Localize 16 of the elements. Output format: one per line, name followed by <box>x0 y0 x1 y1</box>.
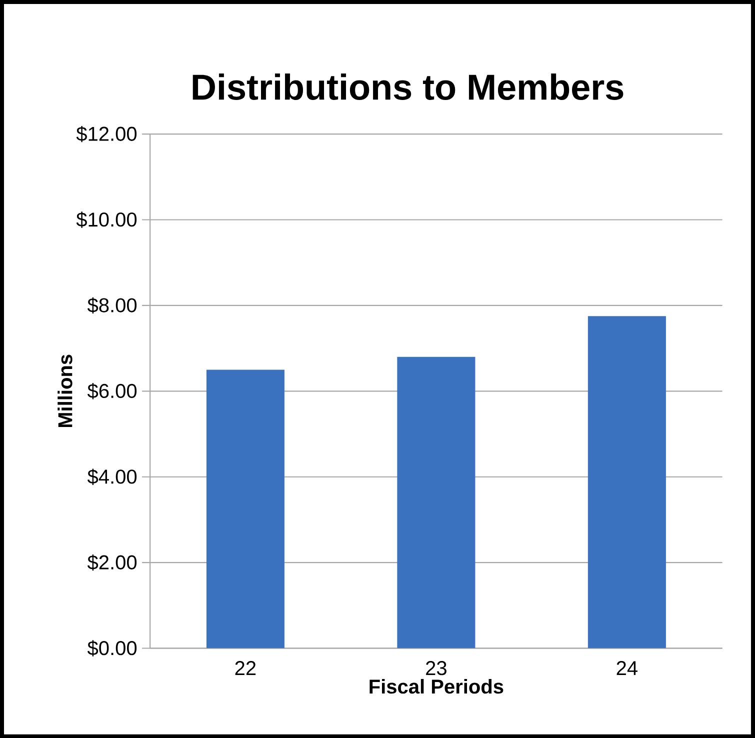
y-tick-label: $4.00 <box>87 468 137 485</box>
y-axis-title: Millions <box>58 354 72 427</box>
y-tick-label: $8.00 <box>87 297 137 314</box>
y-tick-label: $6.00 <box>87 382 137 400</box>
bar <box>397 356 476 648</box>
bar <box>588 316 666 648</box>
x-tick-label: 24 <box>616 660 638 675</box>
x-axis-title: Fiscal Periods <box>370 678 504 694</box>
chart-title: Distributions to Members <box>192 73 624 100</box>
y-tick-label: $12.00 <box>76 126 137 142</box>
x-tick-label: 23 <box>426 660 446 675</box>
y-tick-label: $10.00 <box>76 211 137 228</box>
x-tick-label: 22 <box>235 660 256 675</box>
y-tick-label: $2.00 <box>87 554 137 571</box>
bar <box>206 370 284 648</box>
y-tick-label: $0.00 <box>87 640 137 656</box>
